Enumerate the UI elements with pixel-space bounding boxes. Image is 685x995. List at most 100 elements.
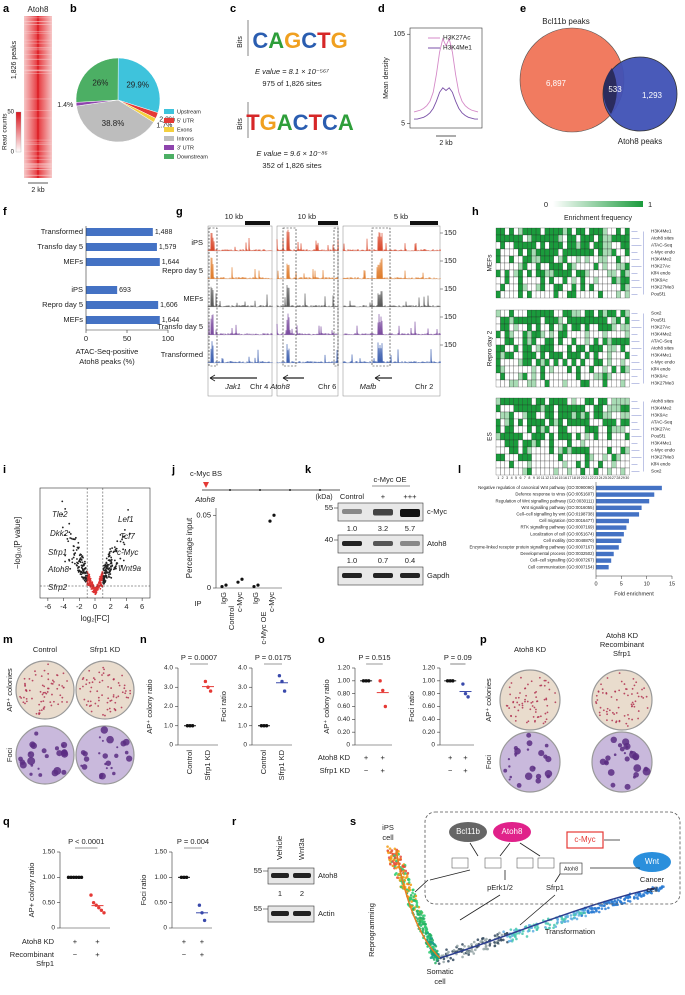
colony bbox=[629, 750, 637, 759]
colony bbox=[548, 688, 551, 691]
heatmap-cell bbox=[513, 397, 519, 406]
colony bbox=[546, 711, 549, 714]
legend-label: Introns bbox=[177, 136, 194, 142]
label: Atoh8 peaks bbox=[618, 137, 662, 146]
heatmap-cell bbox=[602, 234, 608, 243]
colony bbox=[92, 677, 95, 679]
heatmap-cell bbox=[527, 248, 532, 257]
heatmap-cell bbox=[535, 372, 541, 381]
blot-band bbox=[271, 873, 289, 878]
colony bbox=[109, 710, 112, 713]
label: log₂[FC] bbox=[81, 614, 110, 623]
x-tick-label: 18 bbox=[572, 476, 576, 480]
heatmap-cell bbox=[562, 460, 568, 469]
heatmap-cell bbox=[611, 432, 617, 441]
count-label: 1,606 bbox=[160, 302, 178, 309]
heatmap-cell bbox=[544, 283, 550, 292]
label: 3.2 bbox=[378, 524, 388, 533]
heatmap-cell bbox=[593, 241, 599, 250]
colony bbox=[85, 679, 88, 681]
row-label: H3K4Me1 bbox=[651, 353, 672, 358]
label: 55 bbox=[254, 904, 262, 913]
heatmap-cell bbox=[620, 234, 626, 243]
cell-point bbox=[399, 855, 402, 859]
heatmap-cell bbox=[544, 276, 550, 285]
colony bbox=[39, 690, 42, 693]
heatmap-cell bbox=[575, 372, 581, 381]
label: 0 bbox=[544, 200, 548, 209]
colony bbox=[44, 691, 46, 694]
heatmap-cell bbox=[575, 323, 581, 332]
colony bbox=[543, 679, 546, 682]
heatmap-cell bbox=[562, 404, 568, 413]
colony bbox=[102, 672, 105, 675]
y-tick-label: 0 bbox=[346, 742, 350, 749]
heatmap-cell bbox=[509, 330, 514, 339]
gene-point bbox=[87, 574, 90, 577]
colony bbox=[123, 687, 126, 690]
label: 975 of 1,826 sites bbox=[262, 79, 321, 88]
label: AP⁺ colonies bbox=[484, 678, 493, 722]
colony bbox=[60, 741, 68, 749]
label: 1,826 peaks bbox=[11, 40, 18, 79]
heatmap-cell bbox=[616, 453, 621, 462]
heatmap-cell bbox=[598, 316, 603, 325]
gene-point bbox=[84, 580, 87, 583]
heatmap-cell bbox=[602, 446, 608, 455]
motif-letter: G bbox=[284, 28, 301, 53]
heatmap-cell bbox=[535, 365, 541, 374]
blot-band bbox=[342, 573, 362, 578]
row-label: Atoh8 sites bbox=[651, 236, 674, 241]
heatmap-cell bbox=[616, 276, 621, 285]
row-label: H3K4Me1 bbox=[651, 229, 672, 234]
heatmap-cell bbox=[558, 227, 563, 236]
heatmap-cell bbox=[607, 309, 612, 318]
heatmap-cell bbox=[540, 323, 546, 332]
heatmap-cell bbox=[509, 418, 514, 427]
gene-point bbox=[64, 533, 67, 536]
y-tick-label: 0 bbox=[207, 583, 211, 592]
colony bbox=[534, 711, 537, 713]
heatmap-cell bbox=[589, 404, 595, 413]
heatmap-cell bbox=[620, 372, 626, 381]
heatmap-cell bbox=[602, 309, 608, 318]
gene-point bbox=[84, 562, 86, 565]
row-label: c-Myc endo bbox=[651, 360, 675, 365]
heatmap-cell bbox=[571, 411, 577, 420]
heatmap-cell bbox=[518, 262, 523, 271]
heatmap-cell bbox=[598, 255, 603, 264]
heatmap-cell bbox=[575, 467, 581, 476]
heatmap-cell bbox=[549, 446, 554, 455]
gene-point bbox=[99, 575, 102, 578]
gene-label: Lef1 bbox=[118, 515, 134, 524]
heatmap-cell bbox=[531, 372, 537, 381]
heatmap-cell bbox=[624, 467, 630, 476]
heatmap-cell bbox=[558, 358, 563, 367]
coverage-track bbox=[207, 341, 273, 364]
heatmap-cell bbox=[531, 337, 537, 346]
heatmap-cell bbox=[589, 425, 595, 434]
colony bbox=[615, 698, 618, 701]
label: 6,897 bbox=[546, 79, 567, 88]
heatmap-cell bbox=[562, 344, 568, 353]
heatmap-cell bbox=[544, 227, 550, 236]
heatmap-cell bbox=[531, 276, 537, 285]
heatmap-cell bbox=[518, 241, 523, 250]
coverage-track bbox=[207, 232, 273, 252]
cell-point bbox=[642, 893, 645, 896]
heatmap-cell bbox=[611, 372, 617, 381]
cell-point bbox=[394, 866, 398, 870]
heatmap-cell bbox=[589, 411, 595, 420]
gene-point bbox=[115, 565, 117, 567]
bar bbox=[596, 565, 609, 570]
colorbar bbox=[553, 201, 643, 207]
heatmap-cell bbox=[527, 309, 532, 318]
heatmap-cell bbox=[593, 234, 599, 243]
track-scale: 150 bbox=[444, 312, 457, 321]
heatmap-cell bbox=[544, 453, 550, 462]
heatmap-cell bbox=[611, 446, 617, 455]
heatmap-cell bbox=[584, 358, 590, 367]
colony bbox=[521, 706, 524, 709]
heatmap-cell bbox=[535, 255, 541, 264]
gene-point bbox=[82, 572, 84, 575]
